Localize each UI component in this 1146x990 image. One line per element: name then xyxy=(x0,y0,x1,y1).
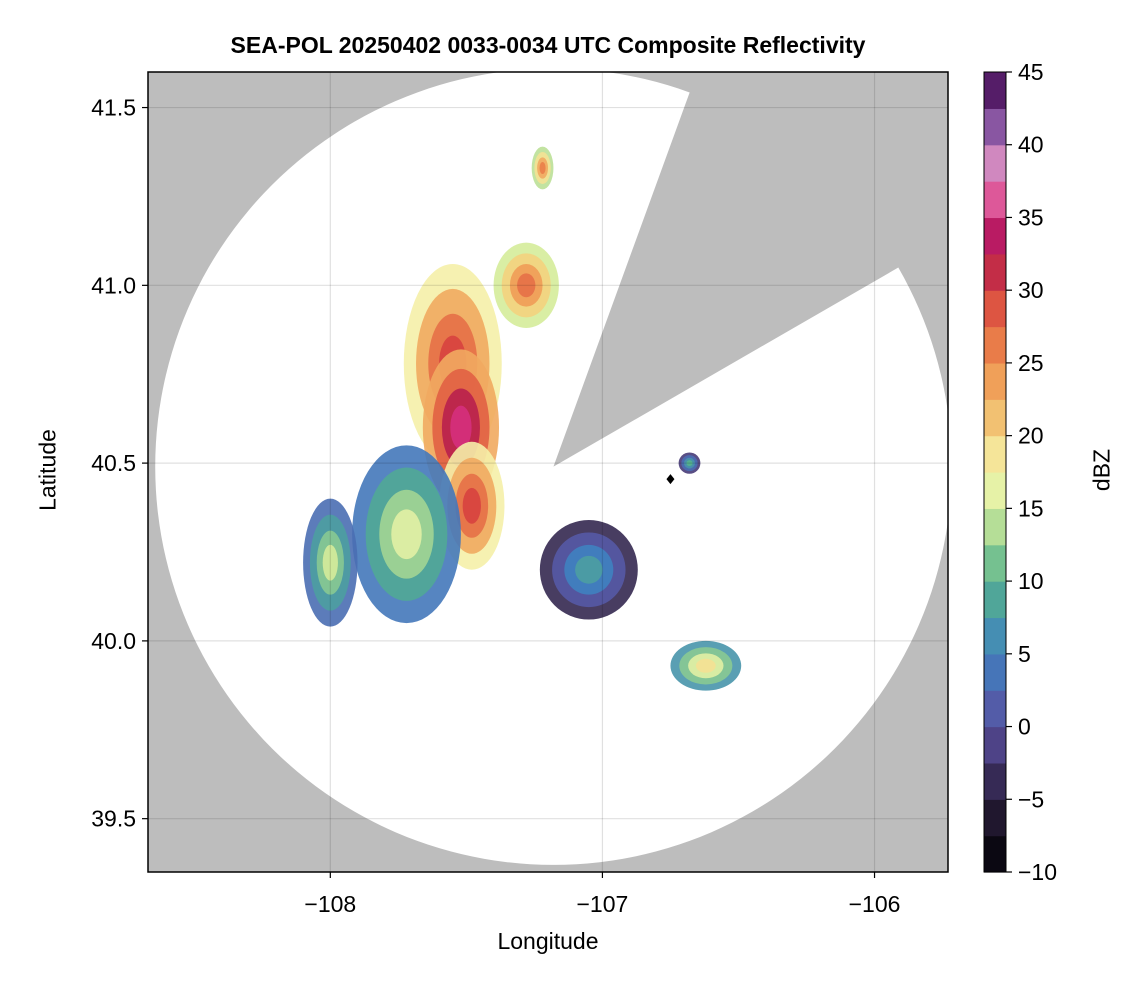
colorbar-tick-label: 15 xyxy=(1018,495,1044,521)
colorbar-segment xyxy=(984,726,1006,764)
y-tick-label: 41.0 xyxy=(91,272,136,298)
colorbar-tick-label: 20 xyxy=(1018,423,1044,449)
y-tick-label: 39.5 xyxy=(91,806,136,832)
colorbar-segment xyxy=(984,653,1006,691)
x-tick-label: −107 xyxy=(577,891,629,917)
colorbar-tick-label: 45 xyxy=(1018,59,1044,85)
colorbar-tick-label: 0 xyxy=(1018,714,1031,740)
echo-east-small-cell-level-3 xyxy=(686,460,693,467)
colorbar-segment xyxy=(984,399,1006,437)
x-tick-label: −108 xyxy=(304,891,356,917)
colorbar-tick-label: 10 xyxy=(1018,568,1044,594)
colorbar-segment xyxy=(984,690,1006,728)
colorbar-segment xyxy=(984,326,1006,364)
colorbar-segment xyxy=(984,72,1006,109)
colorbar-label: dBZ xyxy=(1088,448,1115,492)
colorbar-segment xyxy=(984,799,1006,837)
y-tick-label: 40.0 xyxy=(91,628,136,654)
colorbar-tick-label: 25 xyxy=(1018,350,1044,376)
radar-coverage-area xyxy=(155,72,948,865)
colorbar-segment xyxy=(984,181,1006,219)
colorbar-segment xyxy=(984,217,1006,255)
colorbar-segment xyxy=(984,472,1006,509)
x-tick-label: −106 xyxy=(849,891,901,917)
y-tick-label: 40.5 xyxy=(91,450,136,476)
colorbar-segment xyxy=(984,362,1006,400)
echo-north-cells-level-3 xyxy=(517,273,536,298)
echo-southeast-cell-level-3 xyxy=(695,658,716,673)
echo-east-light-area-level-3 xyxy=(575,555,603,584)
colorbar-segment xyxy=(984,617,1006,655)
radar-site-marker xyxy=(666,474,675,485)
colorbar-segment xyxy=(984,508,1006,546)
y-axis-label: Latitude xyxy=(34,429,61,511)
chart-title: SEA-POL 20250402 0033-0034 UTC Composite… xyxy=(230,32,866,58)
echo-north-isolated-level-3 xyxy=(539,162,546,174)
colorbar-tick-label: −5 xyxy=(1018,786,1044,812)
echo-main-line-core-level-3 xyxy=(450,405,472,450)
colorbar-frame xyxy=(983,71,1007,873)
colorbar-tick-label: 5 xyxy=(1018,641,1031,667)
colorbar-tick-label: 35 xyxy=(1018,204,1044,230)
colorbar-segment xyxy=(984,544,1006,582)
colorbar-tick-label: −10 xyxy=(1018,859,1057,885)
echo-west-broad-area-level-3 xyxy=(391,509,422,560)
colorbar-segment xyxy=(984,290,1006,328)
colorbar-segment xyxy=(984,835,1006,873)
y-tick-label: 41.5 xyxy=(91,95,136,121)
colorbar-tick-label: 30 xyxy=(1018,277,1044,303)
echo-far-west-cell-level-3 xyxy=(322,544,338,581)
colorbar-segment xyxy=(984,762,1006,800)
colorbar-segment xyxy=(984,253,1006,291)
plot-frame xyxy=(147,71,949,873)
colorbar-segment xyxy=(984,581,1006,619)
x-axis-label: Longitude xyxy=(497,928,599,954)
colorbar-tick-label: 40 xyxy=(1018,132,1044,158)
colorbar-segment xyxy=(984,435,1006,473)
colorbar-segment xyxy=(984,144,1006,182)
echo-main-line-south-level-3 xyxy=(462,487,481,524)
colorbar-segment xyxy=(984,108,1006,146)
